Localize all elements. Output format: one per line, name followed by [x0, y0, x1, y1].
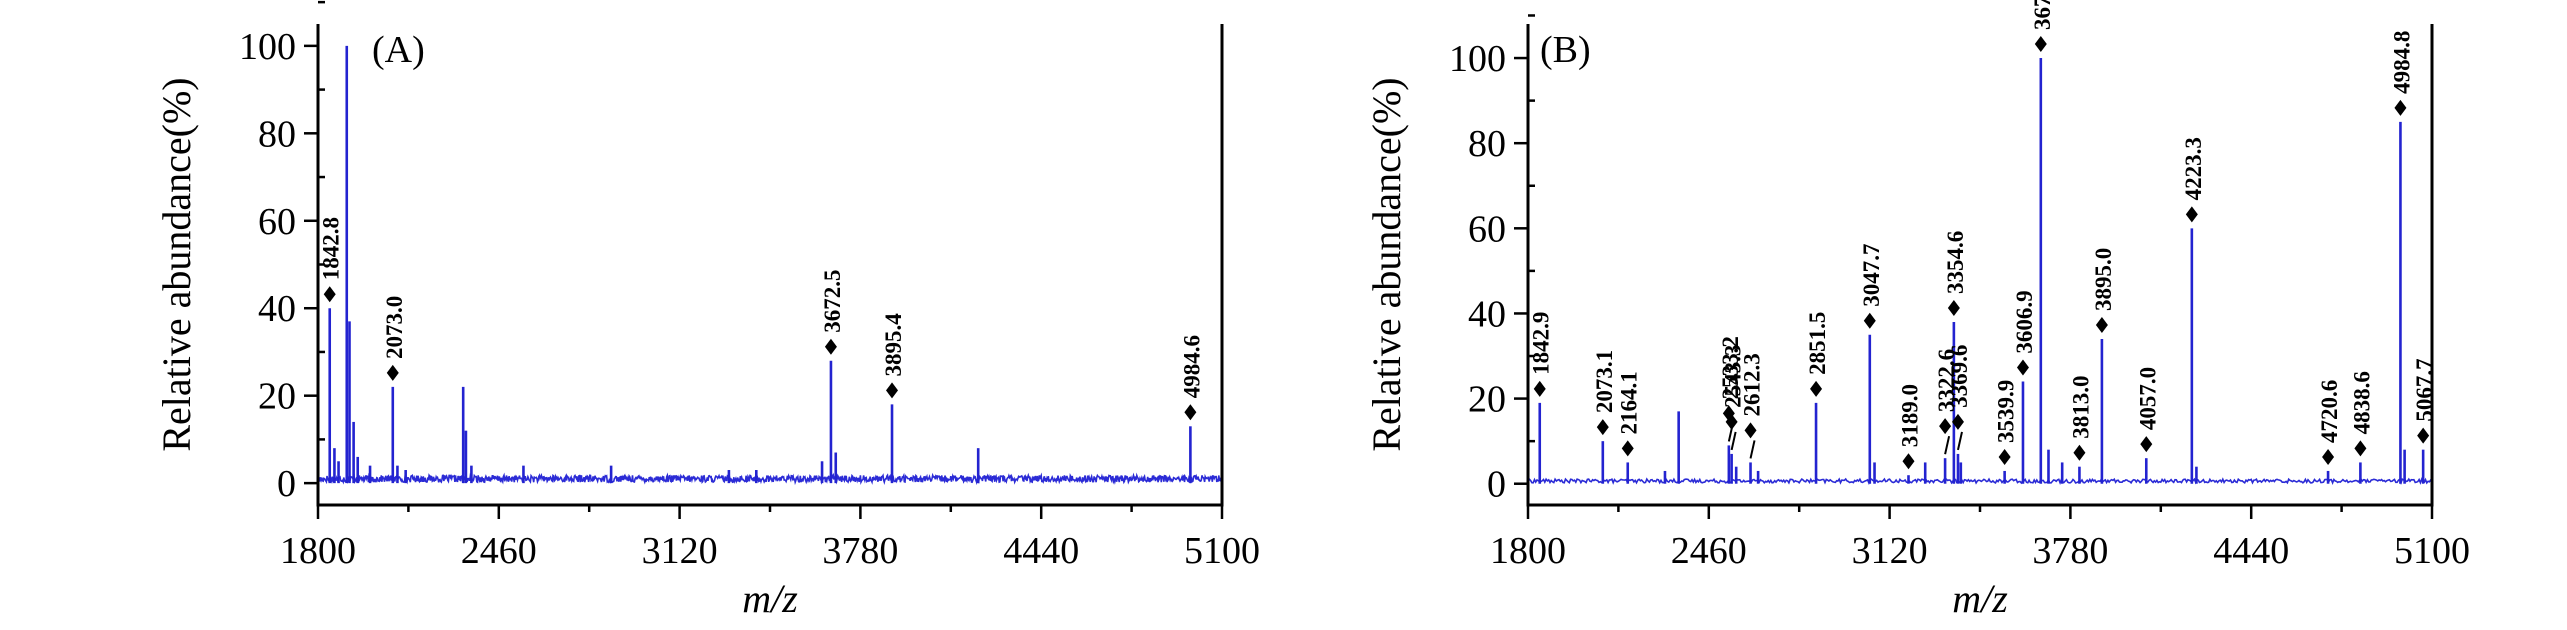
peak-label: 4720.6	[2317, 380, 2342, 443]
peak-marker	[824, 338, 837, 355]
y-tick-label: 0	[1487, 464, 1506, 506]
peak-label: 4838.6	[2349, 371, 2374, 434]
axes-frame	[316, 24, 1224, 507]
peak-marker	[1902, 453, 1915, 470]
peak-label: 2543.3	[1721, 345, 1746, 408]
peak-label: 2533.2	[1718, 336, 1743, 399]
peak-label: 3672.5	[820, 269, 845, 332]
y-tick-label: 20	[1468, 379, 1506, 421]
peak-marker	[1951, 413, 1964, 430]
y-tick-label: 40	[1468, 293, 1506, 335]
panel-letter: (A)	[372, 29, 425, 71]
baseline-noise	[317, 472, 1223, 486]
peak-label: 2612.3	[1740, 353, 1765, 416]
x-tick-label: 4440	[1003, 530, 1079, 572]
peak-marker	[1533, 380, 1546, 397]
peak-label: 4984.6	[1179, 335, 1204, 398]
peak-label: 3606.9	[2012, 290, 2037, 353]
y-axis-label: Relative abundance(%)	[1364, 77, 1409, 451]
x-tick-label: 5100	[1184, 530, 1260, 572]
peak-marker	[2016, 359, 2029, 376]
y-tick-label: 40	[258, 288, 296, 330]
peak-label: 1842.9	[1529, 312, 1554, 375]
peak-arrow	[1749, 440, 1756, 459]
x-tick-label: 3780	[822, 530, 898, 572]
y-tick-label: 60	[258, 201, 296, 243]
peak-marker	[2140, 436, 2153, 453]
peak-label: 1842.8	[319, 217, 344, 280]
axes-frame	[1526, 24, 2434, 507]
peak-label: 3189.0	[1898, 384, 1923, 447]
y-axis-label: Relative abundance(%)	[154, 77, 199, 451]
y-tick-label: 0	[277, 463, 296, 505]
y-tick-label: 20	[258, 376, 296, 418]
peak-marker	[1947, 299, 1960, 316]
y-tick-label: 80	[258, 113, 296, 155]
baseline-noise	[1527, 477, 2433, 486]
peak-marker	[323, 286, 336, 303]
peak-marker	[386, 364, 399, 381]
y-tick-label: 100	[239, 26, 296, 68]
panel-b: 0 20 40 60 80 100 1800 2460 3120 3780 4440 5100 m/z R…	[1364, 0, 2470, 621]
peak-marker	[1596, 419, 1609, 436]
peak-label: 3813.0	[2068, 375, 2093, 438]
panel-a: 0 20 40 60 80 100 1800 2460 3120 3780 4440 5100 m/z R…	[154, 0, 1260, 621]
peak-marker	[2034, 36, 2047, 53]
peak-marker	[2354, 440, 2367, 457]
peak-label: 4223.3	[2181, 137, 2206, 200]
peak-arrow	[1730, 431, 1737, 451]
x-axis-label: m/z	[742, 576, 798, 621]
x-tick-label: 3120	[1852, 530, 1928, 572]
peak-marker	[1810, 380, 1823, 397]
panel-letter: (B)	[1540, 29, 1591, 71]
peak-marker	[2417, 427, 2430, 444]
x-axis-label: m/z	[1952, 576, 2008, 621]
peak-label: 3895.4	[881, 313, 906, 377]
peak-marker	[1998, 448, 2011, 465]
peak-label: 2073.1	[1592, 350, 1617, 413]
y-tick-label: 80	[1468, 123, 1506, 165]
peak-marker	[1621, 440, 1634, 457]
peak-label: 2073.0	[382, 296, 407, 359]
peak-marker	[1744, 422, 1757, 439]
peak-label: 3354.6	[1943, 231, 1968, 294]
peak-label: 3047.7	[1859, 243, 1884, 306]
peak-marker	[1725, 413, 1738, 430]
peak-marker	[886, 382, 899, 399]
x-tick-label: 3780	[2032, 530, 2108, 572]
peak-marker	[2073, 444, 2086, 461]
x-tick-label: 3120	[642, 530, 718, 572]
peak-label: 4984.8	[2389, 31, 2414, 94]
peak-marker	[2322, 448, 2335, 465]
peak-label: 5067.7	[2412, 358, 2437, 421]
peak-marker	[2394, 99, 2407, 116]
peak-marker	[1863, 312, 1876, 329]
peak-marker	[2095, 316, 2108, 333]
y-tick-label: 60	[1468, 208, 1506, 250]
peak-label: 3895.0	[2091, 248, 2116, 311]
x-tick-label: 2460	[1671, 530, 1747, 572]
peak-label: 4057.0	[2135, 367, 2160, 430]
peak-marker	[2185, 206, 2198, 223]
peak-marker	[1939, 418, 1952, 435]
y-tick-label: 100	[1449, 38, 1506, 80]
x-tick-label: 1800	[1490, 530, 1566, 572]
peak-label: 3672.0	[2030, 0, 2055, 30]
x-tick-label: 5100	[2394, 530, 2470, 572]
peak-label: 3322.6	[1934, 349, 1959, 412]
peak-label: 3369.6	[1947, 345, 1972, 408]
x-tick-label: 1800	[280, 530, 356, 572]
peak-arrow	[1944, 435, 1951, 455]
peak-label: 2851.5	[1805, 312, 1830, 375]
x-tick-label: 4440	[2213, 530, 2289, 572]
peak-arrow	[1956, 431, 1963, 451]
peak-marker	[1184, 404, 1197, 421]
peak-label: 2164.1	[1617, 371, 1642, 434]
peak-label: 3539.9	[1994, 380, 2019, 443]
x-tick-label: 2460	[461, 530, 537, 572]
